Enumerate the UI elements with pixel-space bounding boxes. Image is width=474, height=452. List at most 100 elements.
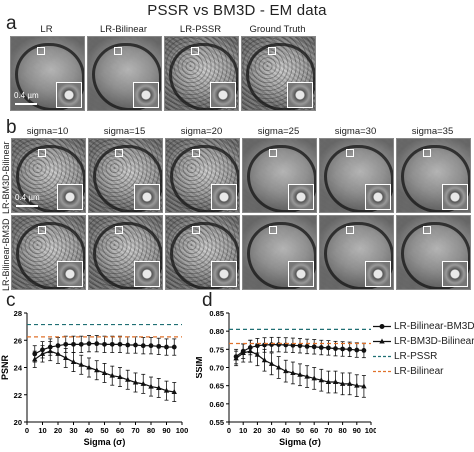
zoom-region-marker	[38, 149, 46, 157]
data-point-lr-bm3d-bilinear	[117, 374, 123, 380]
data-point-lr-bm3d-bilinear	[78, 361, 84, 367]
x-axis-label: Sigma (σ)	[279, 437, 321, 447]
zoom-inset	[442, 184, 468, 210]
data-point-lr-bm3d-bilinear	[311, 375, 317, 381]
data-point-lr-bm3d-bilinear	[109, 372, 115, 378]
x-tick-label: 100	[176, 426, 189, 435]
zoom-region-marker	[37, 47, 45, 55]
micrograph-lr-bm3d-bilinear-sigma-15	[88, 138, 163, 213]
legend-label: LR-BM3D-Bilinear	[394, 336, 474, 347]
data-point-lr-bm3d-bilinear	[283, 368, 289, 374]
data-point-lr-bm3d-bilinear	[347, 380, 353, 386]
column-label-sigma-10: sigma=10	[26, 126, 69, 137]
x-tick-label: 90	[353, 426, 361, 435]
scale-bar-label: 0.4 µm	[14, 91, 39, 100]
legend-label: LR-PSSR	[394, 351, 438, 362]
column-label-sigma-35: sigma=35	[411, 126, 454, 137]
data-point-lr-bm3d-bilinear	[254, 351, 261, 357]
y-tick-label: 0.75	[209, 345, 224, 354]
zoom-inset	[365, 261, 391, 287]
y-tick-label: 0.55	[209, 418, 224, 427]
y-tick-label: 0.85	[209, 309, 224, 318]
legend-swatch	[373, 324, 391, 329]
data-point-lr-bm3d-bilinear	[163, 387, 170, 393]
legend-swatch	[373, 370, 391, 373]
data-point-lr-bm3d-bilinear	[94, 367, 100, 373]
data-point-lr-bilinear-bm3d	[171, 344, 177, 350]
zoom-region-marker	[115, 149, 123, 157]
zoom-inset	[57, 184, 83, 210]
zoom-inset	[56, 82, 82, 108]
data-point-lr-bilinear-bm3d	[318, 345, 324, 350]
panel-a-label: a	[6, 13, 17, 34]
x-tick-label: 100	[365, 426, 376, 435]
data-point-lr-bilinear-bm3d	[71, 341, 76, 347]
zoom-inset	[442, 261, 468, 287]
panel-c-label: c	[6, 290, 16, 311]
zoom-inset	[288, 261, 314, 287]
data-point-lr-bm3d-bilinear	[39, 350, 46, 356]
x-tick-label: 70	[324, 426, 332, 435]
data-point-lr-bilinear-bm3d	[347, 346, 353, 352]
scale-bar	[15, 103, 37, 105]
column-label-ground-truth: Ground Truth	[249, 24, 306, 35]
zoom-inset	[133, 82, 159, 108]
row-label-lr-bm3d-bilinear: LR-BM3D-Bilinear	[1, 141, 11, 214]
data-point-lr-bilinear-bm3d	[297, 343, 303, 349]
legend-item-lr-bilinear: LR-Bilinear	[372, 364, 474, 379]
zoom-region-marker	[269, 149, 277, 157]
data-point-lr-bilinear-bm3d	[156, 343, 162, 349]
micrograph-lr-bm3d-bilinear-sigma-20	[165, 138, 240, 213]
psnr-chart: 0 10 20 30 40 50 60 70 80 90 100 20 22 24 26 28 Sigma (σ…	[0, 309, 189, 447]
x-tick-label: 30	[267, 426, 275, 435]
data-point-lr-bilinear-bm3d	[290, 342, 296, 348]
data-point-lr-bm3d-bilinear	[233, 355, 239, 361]
figure-title: PSSR vs BM3D - EM data	[147, 2, 327, 19]
zoom-region-marker	[192, 149, 200, 157]
data-point-lr-bm3d-bilinear	[101, 369, 108, 375]
legend-item-lr-pssr: LR-PSSR	[372, 349, 474, 364]
zoom-region-marker	[346, 149, 354, 157]
micrograph-lr-bilinear-bm3d-sigma-25	[242, 215, 317, 290]
x-tick-label: 80	[338, 426, 346, 435]
data-point-lr-bm3d-bilinear	[268, 360, 275, 366]
data-point-lr-bilinear-bm3d	[333, 346, 338, 352]
micrograph-lr-bilinear-bm3d-sigma-15	[88, 215, 163, 290]
y-axis-label: PSNR	[0, 355, 10, 381]
data-point-lr-bm3d-bilinear	[240, 349, 246, 355]
data-point-lr-bm3d-bilinear	[297, 371, 303, 377]
data-point-lr-bm3d-bilinear	[290, 369, 296, 375]
zoom-region-marker	[114, 47, 122, 55]
y-tick-label: 20	[14, 418, 22, 427]
data-point-lr-bm3d-bilinear	[261, 357, 268, 363]
legend-label: LR-Bilinear-BM3D	[394, 321, 474, 332]
data-point-lr-bilinear-bm3d	[361, 348, 367, 353]
ssim-chart: 0 10 20 30 40 50 60 70 80 90 100 0.55 0.60 0.65 0.70 0.…	[196, 309, 376, 447]
data-point-lr-bm3d-bilinear	[339, 380, 346, 386]
data-point-lr-bilinear-bm3d	[164, 344, 169, 350]
zoom-inset	[288, 184, 314, 210]
zoom-region-marker	[423, 149, 431, 157]
y-tick-label: 28	[14, 309, 22, 318]
micrograph-lr-bilinear	[87, 36, 162, 111]
x-axis-label: Sigma (σ)	[84, 437, 126, 447]
scale-bar	[16, 205, 38, 207]
micrograph-ground-truth	[241, 36, 316, 111]
legend-item-lr-bm3d-bilinear: LR-BM3D-Bilinear	[372, 334, 474, 349]
y-tick-label: 22	[14, 391, 22, 400]
column-label-lr-bilinear: LR-Bilinear	[100, 24, 147, 35]
x-tick-label: 60	[116, 426, 124, 435]
data-point-lr-bilinear-bm3d	[117, 341, 123, 347]
zoom-region-marker	[268, 47, 276, 55]
data-point-lr-bm3d-bilinear	[361, 383, 367, 389]
zoom-region-marker	[269, 226, 277, 234]
data-point-lr-bilinear-bm3d	[102, 341, 107, 347]
y-tick-label: 26	[14, 336, 22, 345]
micrograph-lr-bm3d-bilinear-sigma-35	[396, 138, 471, 213]
zoom-region-marker	[346, 226, 354, 234]
data-point-lr-bm3d-bilinear	[276, 364, 282, 370]
y-tick-label: 24	[14, 364, 23, 373]
column-label-sigma-20: sigma=20	[180, 126, 223, 137]
legend-label: LR-Bilinear	[394, 366, 444, 377]
legend-marker	[379, 338, 385, 344]
